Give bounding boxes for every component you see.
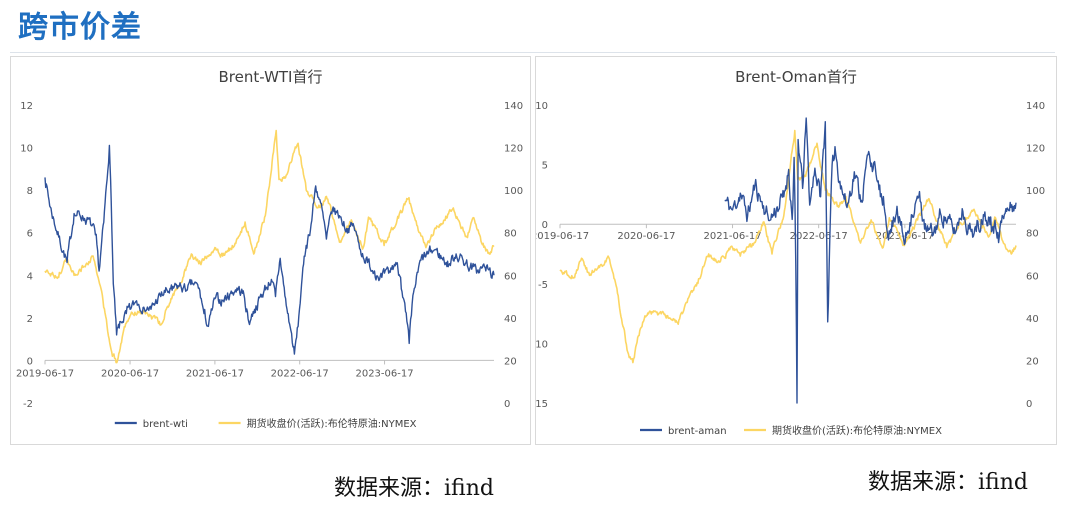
series-line-wti [44,144,495,355]
y-right-tick-label: 80 [504,229,517,240]
y-left-tick-label: 0 [542,220,548,231]
y-left-tick-label: 8 [27,186,33,197]
legend-label: brent-aman [668,426,727,437]
y-left-tick-label: 6 [27,229,33,240]
y-right-tick-label: 0 [1026,399,1032,410]
chart-panel-brent-oman: Brent-Oman首行-15-10-505100204060801001201… [535,56,1057,445]
x-tick-label: 2022-06-17 [271,368,329,379]
x-tick-label: 2020-06-17 [101,368,159,379]
y-left-tick-label: 4 [27,271,33,282]
brent-oman-chart: Brent-Oman首行-15-10-505100204060801001201… [536,68,1045,437]
y-left-tick-label: -15 [536,399,548,410]
y-right-tick-label: 100 [1026,186,1045,197]
x-tick-label: 2021-06-17 [186,368,244,379]
chart-title: Brent-Oman首行 [735,68,857,86]
y-right-tick-label: 140 [1026,101,1045,112]
y-right-tick-label: 20 [504,356,517,367]
y-left-tick-label: 10 [20,144,33,155]
y-right-tick-label: 20 [1026,356,1039,367]
y-left-tick-label: -10 [536,339,548,350]
y-right-tick-label: 60 [504,271,517,282]
y-right-tick-label: 80 [1026,229,1039,240]
title-divider [10,52,1055,53]
chart-panel-brent-wti: Brent-WTI首行 -2 0 2 4 6 8 10 12 0 20 40 60 80 100 120 140… [10,56,531,445]
series-line-brent-price [44,129,495,364]
y-right-tick-label: 40 [504,314,517,325]
y-right-tick-label: 40 [1026,314,1039,325]
y-left-tick-label: 0 [27,356,33,367]
y-right-tick-label: 100 [504,186,523,197]
y-left-tick-label: 10 [536,101,548,112]
brent-wti-chart: Brent-WTI首行-2024681012020406080100120140… [16,68,523,430]
y-right-tick-label: 0 [504,399,510,410]
page-title: 跨市价差 [18,10,142,45]
chart-title: Brent-WTI首行 [219,68,323,86]
x-tick-label: 2019-06-17 [536,231,589,242]
y-left-tick-label: 12 [20,101,33,112]
y-right-tick-label: 120 [1026,144,1045,155]
y-right-tick-label: 120 [504,144,523,155]
y-left-tick-label: 2 [27,314,33,325]
source-note-left: 数据来源：ifind [334,476,494,501]
legend-label: 期货收盘价(活跃):布伦特原油:NYMEX [772,424,942,437]
x-tick-label: 2019-06-17 [16,368,74,379]
x-tick-label: 2023-06-17 [355,368,413,379]
legend-label: brent-wti [143,419,188,430]
x-tick-label: 2022-06-17 [790,231,848,242]
y-left-tick-label: -5 [538,280,548,291]
series-line-oman [724,117,1017,404]
x-tick-label: 2020-06-17 [617,231,675,242]
y-left-tick-label: -2 [23,399,33,410]
y-right-tick-label: 60 [1026,271,1039,282]
legend-label: 期货收盘价(活跃):布伦特原油:NYMEX [247,417,417,430]
y-right-tick-label: 140 [504,101,523,112]
source-note-right: 数据来源：ifind [868,470,1028,495]
series-line-brent-price [559,129,1017,364]
y-left-tick-label: 5 [542,161,548,172]
x-tick-label: 2021-06-17 [703,231,761,242]
